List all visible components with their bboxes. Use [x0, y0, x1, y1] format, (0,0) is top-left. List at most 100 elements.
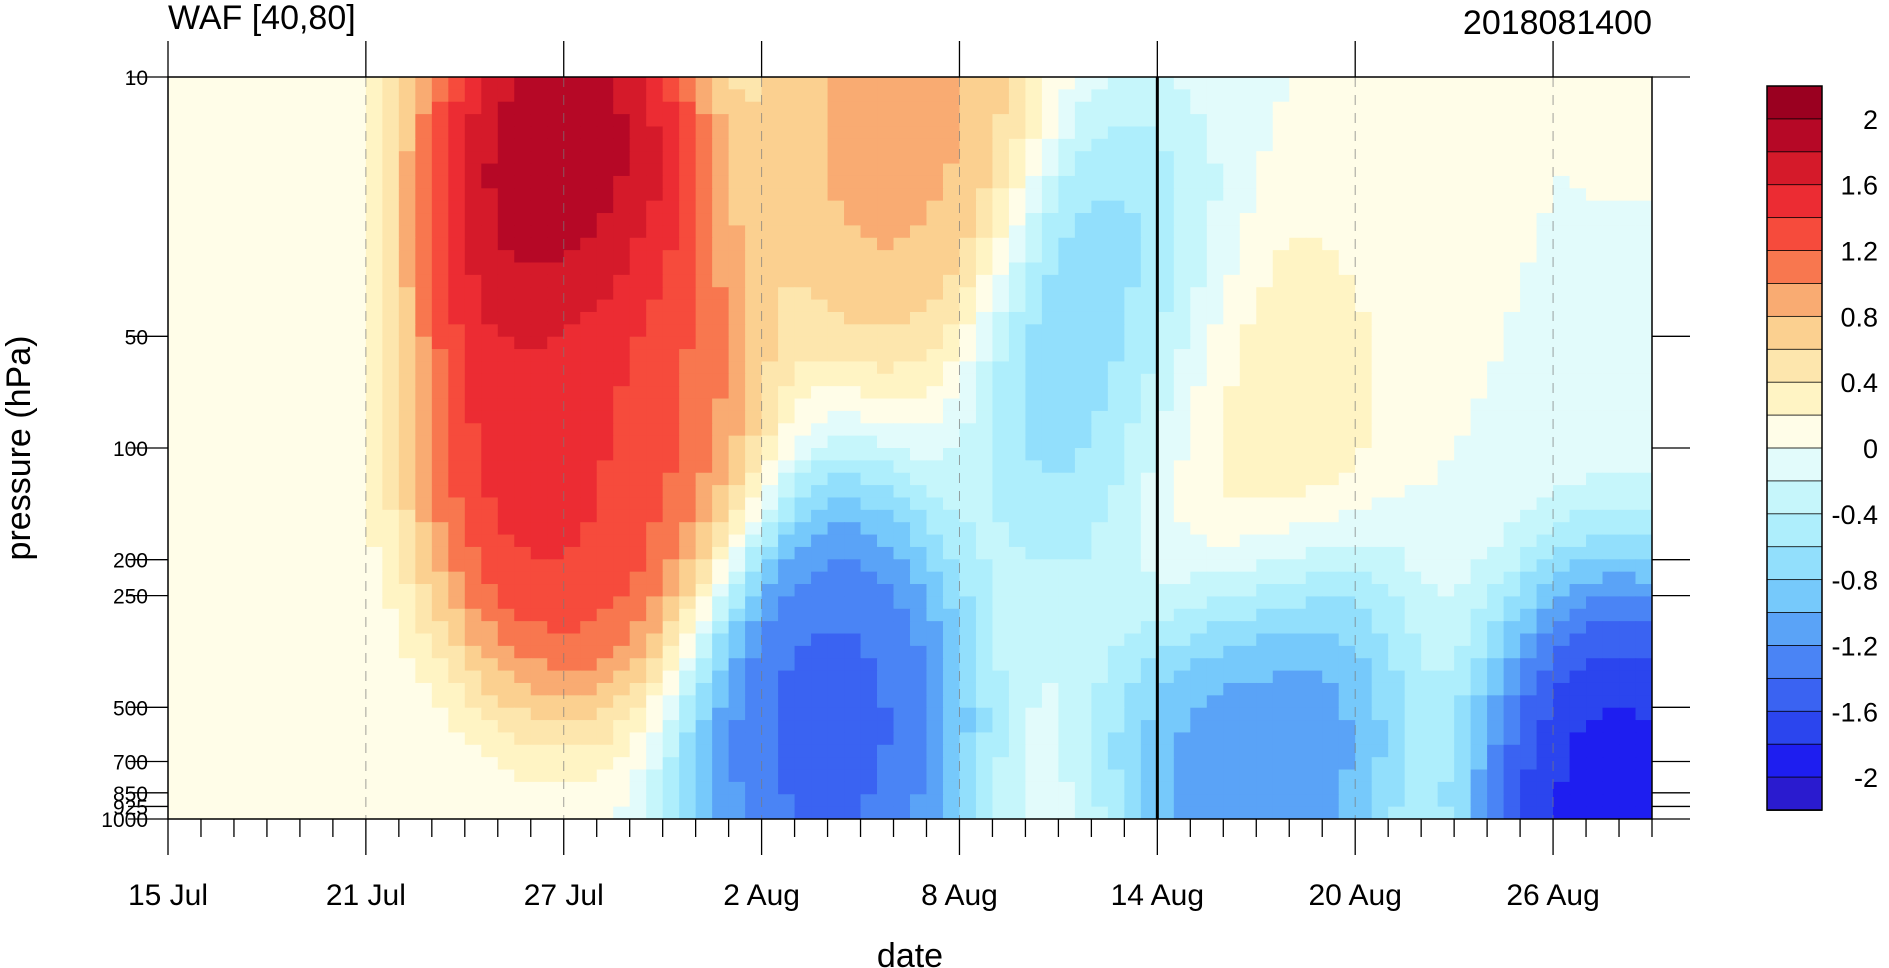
contour-cell [1058, 485, 1076, 499]
contour-cell [1190, 497, 1208, 511]
contour-cell [1388, 237, 1406, 251]
contour-cell [679, 596, 697, 610]
contour-cell [1107, 645, 1125, 659]
contour-cell [1256, 163, 1274, 177]
contour-cell [778, 213, 796, 226]
contour-cell [481, 175, 499, 189]
contour-cell [1371, 225, 1389, 239]
contour-cell [1272, 299, 1290, 313]
contour-cell [794, 373, 812, 387]
contour-cell [1107, 349, 1125, 363]
contour-cell [646, 608, 664, 622]
contour-cell [794, 138, 812, 152]
contour-cell [893, 757, 911, 771]
contour-cell [1536, 485, 1554, 499]
contour-cell [365, 200, 383, 214]
contour-cell [1157, 645, 1175, 659]
contour-cell [1091, 707, 1109, 721]
contour-cell [1124, 534, 1142, 548]
contour-cell [629, 509, 647, 523]
contour-cell [613, 175, 631, 189]
contour-cell [613, 77, 631, 90]
contour-cell [250, 175, 268, 189]
contour-cell [629, 584, 647, 597]
contour-cell [942, 509, 961, 523]
contour-cell [1470, 200, 1488, 214]
contour-cell [827, 386, 845, 400]
contour-cell [316, 200, 334, 214]
contour-cell [662, 324, 680, 338]
contour-cell [1520, 509, 1538, 523]
contour-cell [646, 732, 664, 746]
contour-cell [266, 720, 285, 734]
contour-cell [596, 571, 614, 585]
contour-cell [1388, 435, 1406, 449]
contour-cell [266, 398, 285, 412]
contour-cell [1239, 225, 1257, 239]
contour-cell [794, 707, 812, 721]
contour-cell [398, 720, 416, 734]
contour-cell [1553, 584, 1571, 597]
contour-cell [1173, 608, 1191, 622]
contour-cell [827, 89, 845, 103]
contour-cell [860, 435, 878, 449]
contour-cell [530, 324, 548, 338]
contour-cell [745, 114, 763, 128]
contour-cell [266, 645, 285, 659]
contour-cell [1190, 349, 1208, 363]
contour-cell [1124, 138, 1142, 152]
contour-cell [1074, 460, 1092, 474]
contour-cell [646, 250, 664, 264]
contour-cell [975, 225, 994, 239]
contour-cell [596, 324, 614, 338]
contour-cell [1008, 645, 1027, 659]
contour-cell [761, 163, 779, 177]
contour-cell [332, 460, 350, 474]
contour-cell [992, 645, 1010, 659]
contour-cell [1223, 237, 1241, 251]
contour-cell [1025, 670, 1043, 684]
contour-cell [497, 670, 515, 684]
contour-cell [745, 509, 763, 523]
contour-cell [1256, 213, 1274, 226]
contour-cell [794, 509, 812, 523]
contour-cell [1404, 175, 1422, 189]
contour-cell [1437, 151, 1455, 165]
contour-cell [530, 633, 548, 647]
contour-cell [1586, 720, 1604, 734]
contour-cell [1437, 373, 1455, 387]
contour-cell [1338, 163, 1356, 177]
contour-cell [761, 435, 779, 449]
contour-cell [975, 707, 994, 721]
contour-cell [1206, 534, 1224, 548]
contour-cell [794, 175, 812, 189]
contour-cell [1058, 225, 1076, 239]
contour-cell [942, 720, 961, 734]
contour-cell [530, 707, 548, 721]
contour-cell [497, 89, 515, 103]
contour-cell [1058, 472, 1076, 486]
contour-cell [613, 546, 631, 560]
contour-cell [1025, 559, 1043, 573]
contour-cell [1503, 336, 1521, 350]
contour-cell [1503, 287, 1521, 301]
contour-cell [547, 287, 565, 301]
contour-cell [1041, 299, 1059, 313]
contour-cell [563, 695, 581, 709]
contour-cell [464, 645, 482, 659]
contour-cell [844, 621, 862, 635]
contour-cell [1173, 472, 1191, 486]
contour-cell [728, 361, 746, 375]
contour-cell [200, 732, 219, 746]
contour-cell [811, 720, 829, 734]
contour-cell [1470, 485, 1488, 499]
contour-cell [1388, 485, 1406, 499]
contour-cell [283, 175, 301, 189]
contour-cell [844, 163, 862, 177]
contour-cell [778, 398, 796, 412]
contour-cell [1305, 126, 1323, 140]
contour-cell [1635, 151, 1652, 165]
contour-cell [497, 645, 515, 659]
contour-cell [1437, 101, 1455, 115]
contour-cell [1404, 398, 1422, 412]
